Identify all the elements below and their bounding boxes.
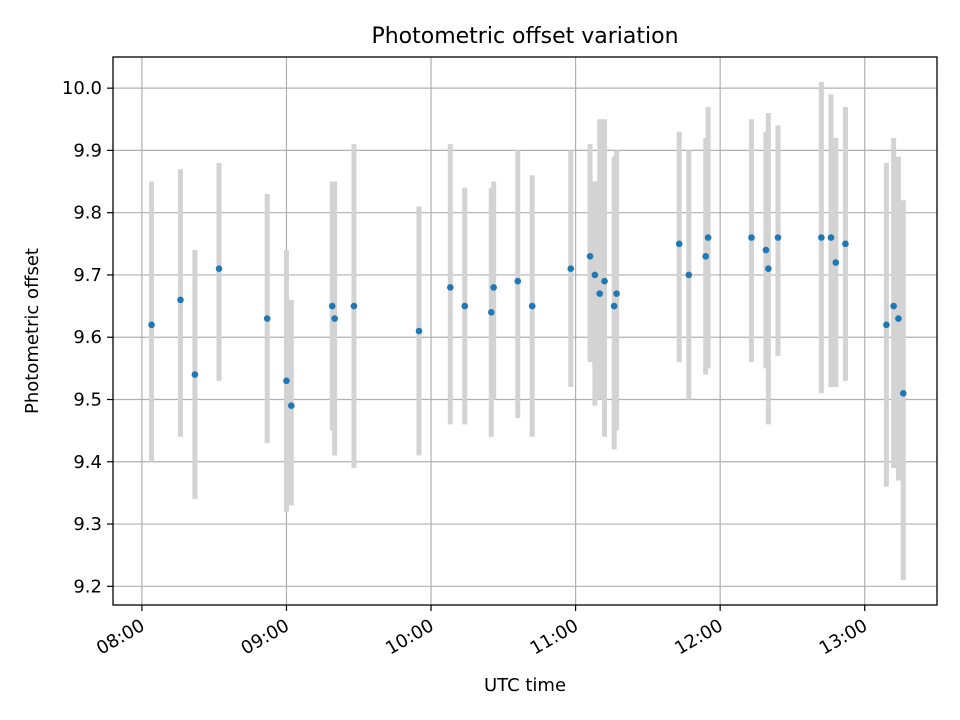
data-point [765,265,772,273]
y-tick-label: 9.6 [73,327,102,348]
y-grid-lines [113,87,937,587]
data-point [487,309,495,316]
data-point [827,234,835,241]
data-point [774,234,782,241]
data-point [287,402,295,410]
y-axis-ticks: 9.2 9.3 9.4 9.5 9.6 9.7 9.8 9.9 10.0 [62,78,113,597]
data-point [331,315,338,322]
data-point [148,321,155,329]
data-point [675,240,683,248]
data-point [596,290,603,297]
data-point [704,234,712,241]
x-grid-lines [141,57,866,605]
y-tick-label: 9.3 [73,514,102,535]
y-tick-label: 9.2 [73,576,102,597]
data-points [148,234,907,410]
y-tick-label: 9.5 [73,390,102,411]
data-point [215,265,223,273]
y-tick-label: 10.0 [62,78,102,99]
data-point [283,377,290,385]
data-point [528,302,536,310]
data-point [762,246,770,254]
data-point [899,389,907,397]
y-tick-label: 9.9 [73,140,102,161]
data-point [601,277,608,285]
data-point [832,259,840,266]
y-tick-label: 9.7 [73,265,102,286]
data-point [350,302,358,310]
data-point [191,371,199,378]
data-point [818,234,825,241]
data-point [748,234,755,241]
data-point [415,327,423,335]
y-tick-label: 9.4 [73,452,102,473]
data-point [177,296,184,304]
data-point [890,302,897,310]
y-axis-title: Photometric offset [22,248,43,414]
data-point [567,265,575,273]
plot-frame [112,56,938,606]
data-point [263,315,271,322]
data-point [685,271,693,279]
data-point [461,302,469,310]
data-point [702,252,710,260]
data-point [514,277,522,285]
data-point [328,302,336,310]
y-tick-label: 9.8 [73,203,102,224]
data-point [895,315,902,322]
data-point [613,290,620,297]
data-point [842,240,849,248]
x-axis-title: UTC time [484,675,566,696]
data-point [490,284,497,291]
data-point [586,252,594,260]
data-point [591,271,599,279]
data-point [447,284,454,291]
chart-title: Photometric offset variation [371,24,678,49]
data-point [883,321,890,329]
data-point [610,302,618,310]
